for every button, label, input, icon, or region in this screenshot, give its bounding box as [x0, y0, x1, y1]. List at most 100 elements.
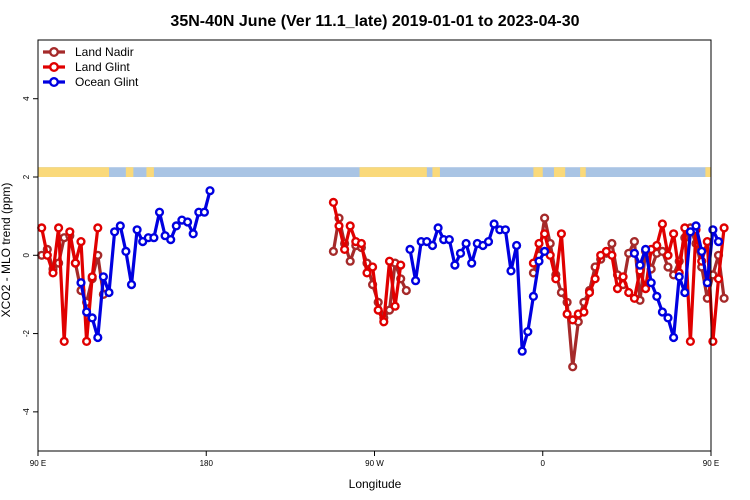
data-point-land-glint: [562, 309, 572, 319]
y-tick-label: -2: [22, 329, 31, 337]
data-point-land-glint: [390, 301, 400, 311]
data-point-land-glint: [640, 284, 651, 294]
data-point-ocean-glint: [171, 221, 181, 231]
land-strip-segment: [432, 167, 440, 177]
data-point-land-glint: [362, 268, 372, 278]
legend-marker-land-glint: [49, 62, 60, 73]
data-point-land-glint: [534, 238, 544, 249]
data-point-ocean-glint: [528, 291, 539, 302]
data-point-ocean-glint: [697, 246, 707, 257]
y-tick-label: 4: [22, 96, 31, 101]
data-point-ocean-glint: [411, 276, 421, 286]
x-tick-label: 90 E: [703, 459, 719, 468]
data-point-land-glint: [76, 237, 86, 247]
legend-marker-ocean-glint: [49, 76, 60, 87]
data-point-ocean-glint: [640, 244, 651, 255]
data-point-ocean-glint: [506, 266, 516, 276]
land-strip-segment: [705, 167, 711, 177]
series-land-glint: [37, 197, 729, 347]
data-point-land-nadir: [401, 285, 411, 296]
data-point-land-glint: [556, 229, 567, 239]
legend-label-ocean-glint: Ocean Glint: [75, 75, 139, 89]
data-point-ocean-glint: [635, 260, 645, 270]
data-point-ocean-glint: [489, 219, 499, 229]
data-point-ocean-glint: [629, 248, 640, 258]
data-point-land-glint: [607, 250, 617, 260]
data-point-land-nadir: [607, 238, 617, 249]
data-point-land-glint: [53, 223, 64, 233]
data-point-ocean-glint: [87, 313, 97, 323]
data-point-land-glint: [668, 229, 679, 239]
land-strip-segment: [359, 167, 427, 177]
data-point-ocean-glint: [483, 237, 494, 247]
data-point-land-glint: [81, 336, 92, 347]
data-point-land-glint: [340, 244, 350, 255]
data-point-land-glint: [584, 287, 595, 298]
data-point-ocean-glint: [188, 229, 198, 239]
data-point-land-nadir: [629, 237, 640, 247]
data-point-land-glint: [713, 274, 724, 284]
data-point-land-glint: [384, 256, 395, 266]
data-point-land-glint: [334, 221, 344, 231]
data-point-ocean-glint: [104, 287, 114, 298]
data-point-ocean-glint: [691, 221, 701, 231]
y-tick-label: 2: [22, 174, 31, 179]
data-point-ocean-glint: [517, 346, 527, 356]
land-strip-segment: [580, 167, 586, 177]
x-tick-label: 90 E: [30, 459, 46, 468]
data-point-ocean-glint: [646, 278, 656, 288]
data-point-land-glint: [568, 315, 578, 325]
legend-label-land-glint: Land Glint: [75, 60, 130, 74]
data-point-land-glint: [93, 223, 103, 233]
data-point-ocean-glint: [663, 313, 673, 323]
data-point-ocean-glint: [121, 246, 131, 257]
legend-label-land-nadir: Land Nadir: [75, 45, 134, 59]
data-point-land-glint: [539, 229, 550, 239]
data-point-ocean-glint: [427, 240, 438, 251]
data-point-ocean-glint: [450, 260, 460, 270]
x-tick-label: 0: [541, 459, 546, 468]
data-point-ocean-glint: [461, 238, 471, 249]
data-point-land-glint: [345, 221, 355, 231]
data-point-ocean-glint: [511, 240, 522, 251]
data-point-land-glint: [719, 223, 729, 233]
data-point-land-glint: [685, 336, 696, 347]
data-point-land-glint: [702, 237, 712, 247]
data-point-ocean-glint: [98, 272, 109, 282]
data-point-ocean-glint: [205, 186, 215, 196]
y-tick-label: 0: [22, 253, 31, 258]
data-point-ocean-glint: [713, 237, 724, 247]
data-point-ocean-glint: [405, 244, 415, 255]
data-point-ocean-glint: [680, 287, 690, 298]
land-strip-segment: [125, 167, 134, 177]
data-point-land-glint: [368, 262, 378, 272]
data-point-ocean-glint: [444, 235, 454, 245]
data-point-ocean-glint: [183, 217, 193, 227]
data-point-land-glint: [373, 305, 383, 315]
y-axis-label: XCO2 - MLO trend (ppm): [0, 183, 13, 318]
data-point-ocean-glint: [76, 278, 86, 288]
x-axis-label: Longitude: [349, 477, 402, 491]
chart-title: 35N-40N June (Ver 11.1_late) 2019-01-01 …: [170, 13, 579, 30]
series-ocean-glint: [76, 186, 724, 356]
land-strip-segment: [146, 167, 154, 177]
data-point-ocean-glint: [657, 307, 668, 317]
land-strip-segment: [533, 167, 543, 177]
data-point-land-nadir: [719, 293, 729, 303]
y-tick-label: -4: [22, 408, 31, 416]
data-point-land-glint: [65, 227, 75, 237]
series-line-ocean-glint: [632, 224, 720, 340]
data-point-land-glint: [551, 274, 561, 284]
data-point-land-glint: [624, 287, 634, 298]
data-point-land-glint: [42, 250, 52, 260]
data-point-ocean-glint: [126, 280, 137, 290]
data-point-land-glint: [618, 272, 628, 282]
data-point-land-glint: [37, 223, 47, 233]
data-point-land-glint: [579, 307, 589, 317]
data-point-ocean-glint: [433, 223, 443, 233]
data-point-land-nadir: [568, 362, 578, 372]
data-point-land-nadir: [556, 287, 567, 298]
legend-marker-land-nadir: [49, 47, 60, 58]
